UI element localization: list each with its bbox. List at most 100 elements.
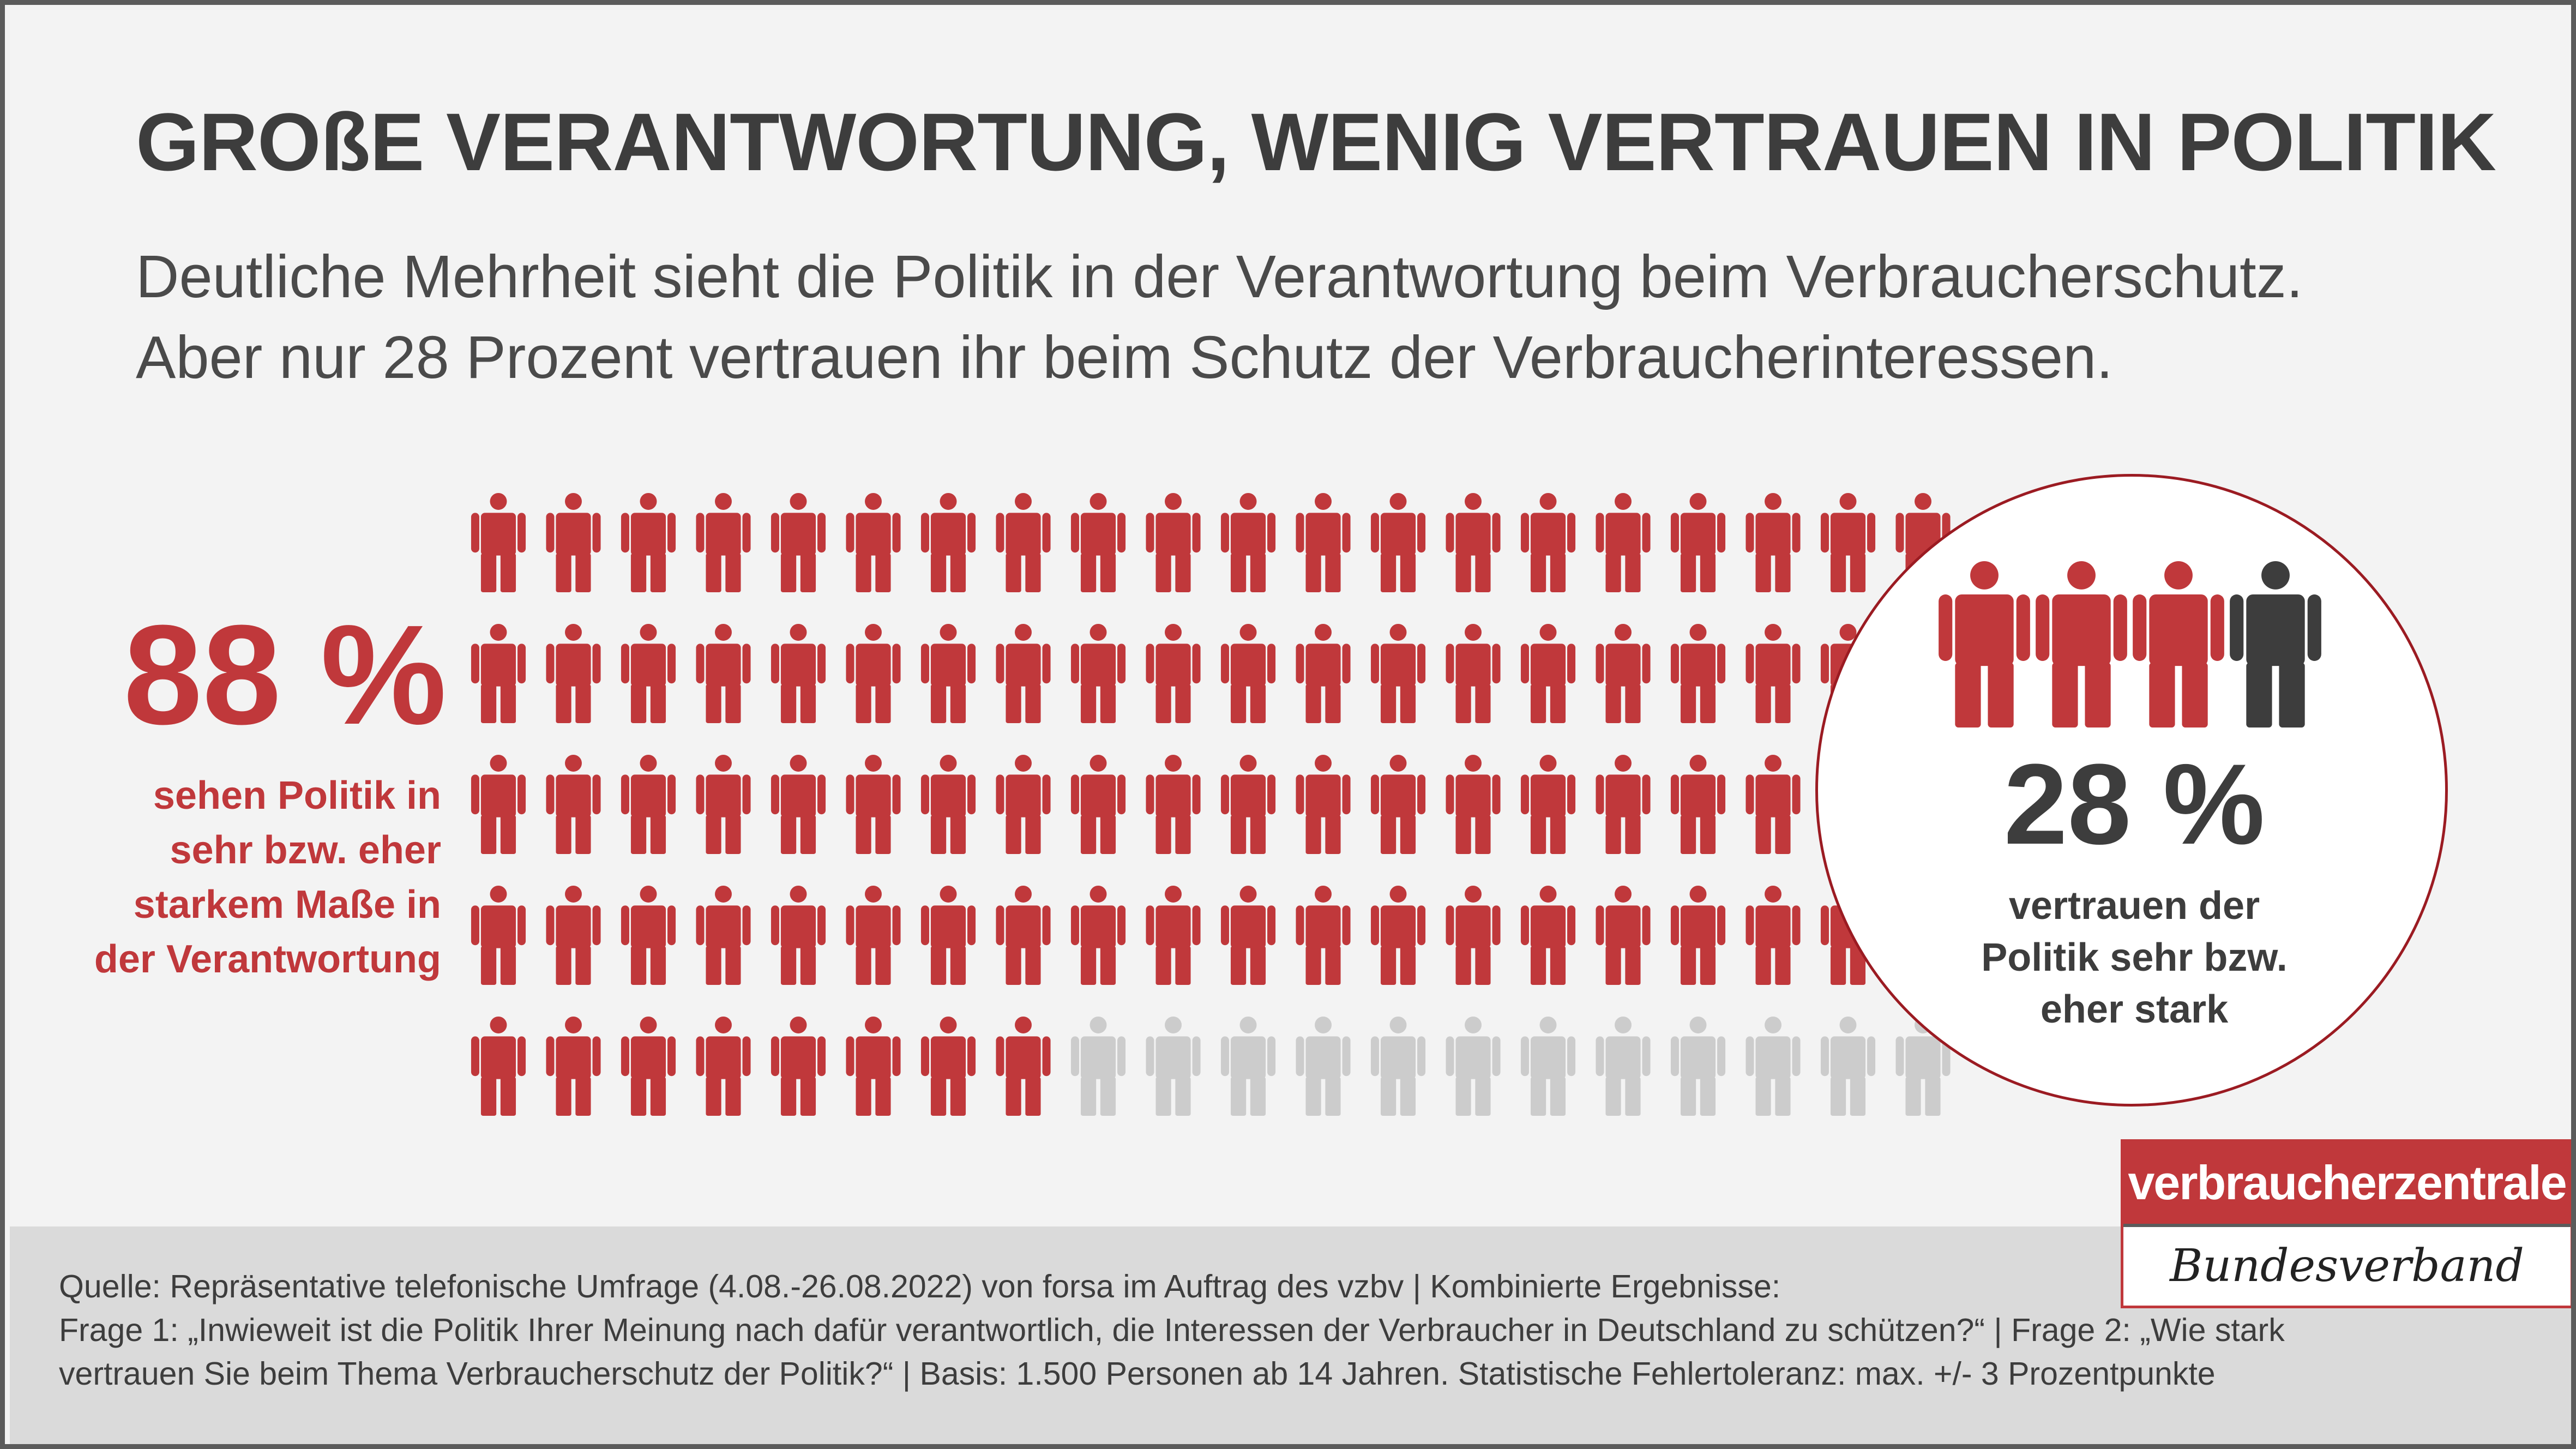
person-icon-filled [846, 624, 901, 723]
person-icon-filled [771, 886, 826, 985]
person-icon-filled [771, 1017, 826, 1116]
person-icon-filled [1446, 624, 1501, 723]
page-title: GROßE VERANTWORTUNG, WENIG VERTRAUEN IN … [136, 96, 2496, 188]
caption-line: vertrauen der [2008, 884, 2260, 928]
logo-divider [2123, 1224, 2571, 1227]
person-icon-filled [846, 493, 901, 592]
person-icon-filled [1220, 624, 1276, 723]
person-icon-filled [1520, 493, 1576, 592]
person-icon-filled [621, 886, 676, 985]
person-icon-filled [920, 1017, 976, 1116]
person-icon-filled [1146, 493, 1201, 592]
person-icon-empty [1820, 1017, 1876, 1116]
person-icon-filled [1296, 493, 1351, 592]
person-icon-filled [1746, 624, 1801, 723]
person-icon-empty [1446, 1017, 1501, 1116]
caption-line: der Verantwortung [94, 937, 441, 981]
source-line: Frage 1: „Inwieweit ist die Politik Ihre… [59, 1312, 2285, 1348]
subtitle-line: Aber nur 28 Prozent vertrauen ihr beim S… [136, 324, 2113, 391]
person-icon-empty [1670, 1017, 1726, 1116]
person-icon-filled [621, 493, 676, 592]
person-icon-filled [1296, 755, 1351, 854]
person-icon-filled [471, 886, 526, 985]
person-icon-filled [920, 493, 976, 592]
person-icon-filled [621, 624, 676, 723]
person-icon-filled [696, 493, 751, 592]
person-icon-filled [621, 755, 676, 854]
person-icon-filled [846, 886, 901, 985]
person-icon-filled [920, 755, 976, 854]
person-icon-filled [771, 624, 826, 723]
person-icon-empty [1520, 1017, 1576, 1116]
person-icon-filled [846, 755, 901, 854]
person-icon-filled [1220, 755, 1276, 854]
person-icon-filled [1370, 624, 1426, 723]
person-icon-filled [1370, 493, 1426, 592]
person-icon-filled [1746, 755, 1801, 854]
person-icon-filled [471, 624, 526, 723]
person-icon-filled [1370, 755, 1426, 854]
person-icon-filled [996, 493, 1051, 592]
person-icon-filled [1670, 624, 1726, 723]
person-icon-empty [1746, 1017, 1801, 1116]
person-icon-filled [996, 1017, 1051, 1116]
trust-caption: vertrauen der Politik sehr bzw. eher sta… [1818, 880, 2451, 1036]
person-icon-filled [1446, 493, 1501, 592]
person-icon-filled [1670, 493, 1726, 592]
person-icon-filled [1520, 624, 1576, 723]
person-icon-filled [1746, 886, 1801, 985]
person-icon-filled [1596, 493, 1651, 592]
person-icon-filled [546, 755, 601, 854]
person-icon-filled [920, 886, 976, 985]
person-icon-filled [996, 886, 1051, 985]
person-icon-filled [471, 755, 526, 854]
caption-line: sehr bzw. eher [170, 828, 442, 872]
person-icon-filled [471, 1017, 526, 1116]
person-icon-filled [1596, 886, 1651, 985]
person-icon-filled [1146, 755, 1201, 854]
person-icon-filled [1670, 755, 1726, 854]
person-icon-filled [1070, 755, 1126, 854]
person-icon-filled [1296, 886, 1351, 985]
caption-line: starkem Maße in [133, 883, 441, 927]
vzbv-logo: verbraucherzentrale Bundesverband [2121, 1139, 2571, 1308]
person-icon-filled [1220, 886, 1276, 985]
responsibility-caption: sehen Politik in sehr bzw. eher starkem … [38, 768, 441, 987]
person-icon-filled [1820, 493, 1876, 592]
person-icon-empty [1146, 1017, 1201, 1116]
person-icon-filled [621, 1017, 676, 1116]
person-icon-filled [696, 1017, 751, 1116]
person-icon-filled [1070, 624, 1126, 723]
person-icon-filled [1520, 755, 1576, 854]
person-icon-empty [1070, 1017, 1126, 1116]
trust-pictogram [1939, 561, 2321, 727]
person-icon-filled [1446, 886, 1501, 985]
trust-circle: 28 % vertrauen der Politik sehr bzw. ehe… [1815, 474, 2448, 1107]
person-icon-filled [771, 493, 826, 592]
person-icon-empty [1296, 1017, 1351, 1116]
person-icon-filled [546, 1017, 601, 1116]
person-icon-filled [1746, 493, 1801, 592]
person-icon-filled [1070, 493, 1126, 592]
caption-line: eher stark [2040, 988, 2229, 1031]
person-icon-filled [1520, 886, 1576, 985]
logo-wordmark: verbraucherzentrale [2123, 1142, 2571, 1224]
source-footer: Quelle: Repräsentative telefonische Umfr… [10, 1226, 2571, 1444]
person-icon-filled [471, 493, 526, 592]
subtitle: Deutliche Mehrheit sieht die Politik in … [136, 237, 2481, 398]
person-icon-filled [1296, 624, 1351, 723]
person-icon-filled [546, 493, 601, 592]
person-icon-empty [1220, 1017, 1276, 1116]
logo-subline: Bundesverband [2170, 1240, 2524, 1292]
person-icon-filled [1146, 624, 1201, 723]
person-icon-filled [996, 755, 1051, 854]
person-icon-filled [2133, 561, 2224, 727]
person-icon-filled [1596, 624, 1651, 723]
source-line: vertrauen Sie beim Thema Verbraucherschu… [59, 1356, 2216, 1392]
person-icon-filled [1370, 886, 1426, 985]
person-icon-filled [546, 886, 601, 985]
person-icon-filled [1670, 886, 1726, 985]
person-icon-filled [2036, 561, 2127, 727]
caption-line: sehen Politik in [153, 774, 441, 817]
